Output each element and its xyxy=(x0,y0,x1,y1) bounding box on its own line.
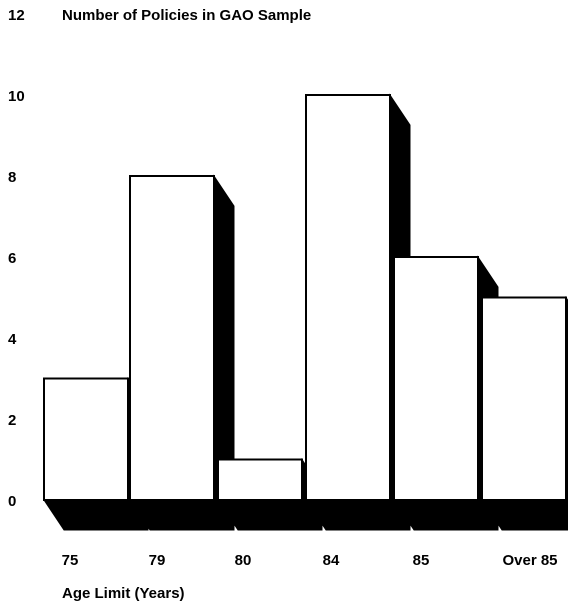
bar xyxy=(393,256,479,501)
x-tick-label: 75 xyxy=(62,552,79,569)
y-tick-label: 10 xyxy=(8,88,25,105)
y-tick-label: 8 xyxy=(8,169,16,186)
x-axis-label: Age Limit (Years) xyxy=(62,585,185,601)
bar xyxy=(43,377,129,501)
y-tick-label: 6 xyxy=(8,250,16,267)
bar xyxy=(217,458,303,501)
y-tick-label: 4 xyxy=(8,331,17,348)
y-axis-ticks: 0 2 4 6 8 10 12 Number of Policies in GAO Sampl… xyxy=(8,7,311,510)
x-tick-label: 84 xyxy=(323,552,340,569)
x-tick-label: 85 xyxy=(413,552,430,569)
bar xyxy=(129,175,215,501)
y-tick-label: 12 xyxy=(8,7,25,24)
y-tick-label: 2 xyxy=(8,412,16,429)
x-tick-label: 80 xyxy=(235,552,252,569)
bar xyxy=(481,296,567,501)
x-tick-label: Over 85 xyxy=(502,552,557,569)
x-tick-label: 79 xyxy=(149,552,166,569)
x-axis-ticks: 75 79 80 84 85 Over 85 xyxy=(62,552,558,569)
y-tick-label: 0 xyxy=(8,493,16,510)
bar xyxy=(305,94,391,501)
chart-title: Number of Policies in GAO Sample xyxy=(62,7,311,24)
bar-faces xyxy=(43,94,567,501)
